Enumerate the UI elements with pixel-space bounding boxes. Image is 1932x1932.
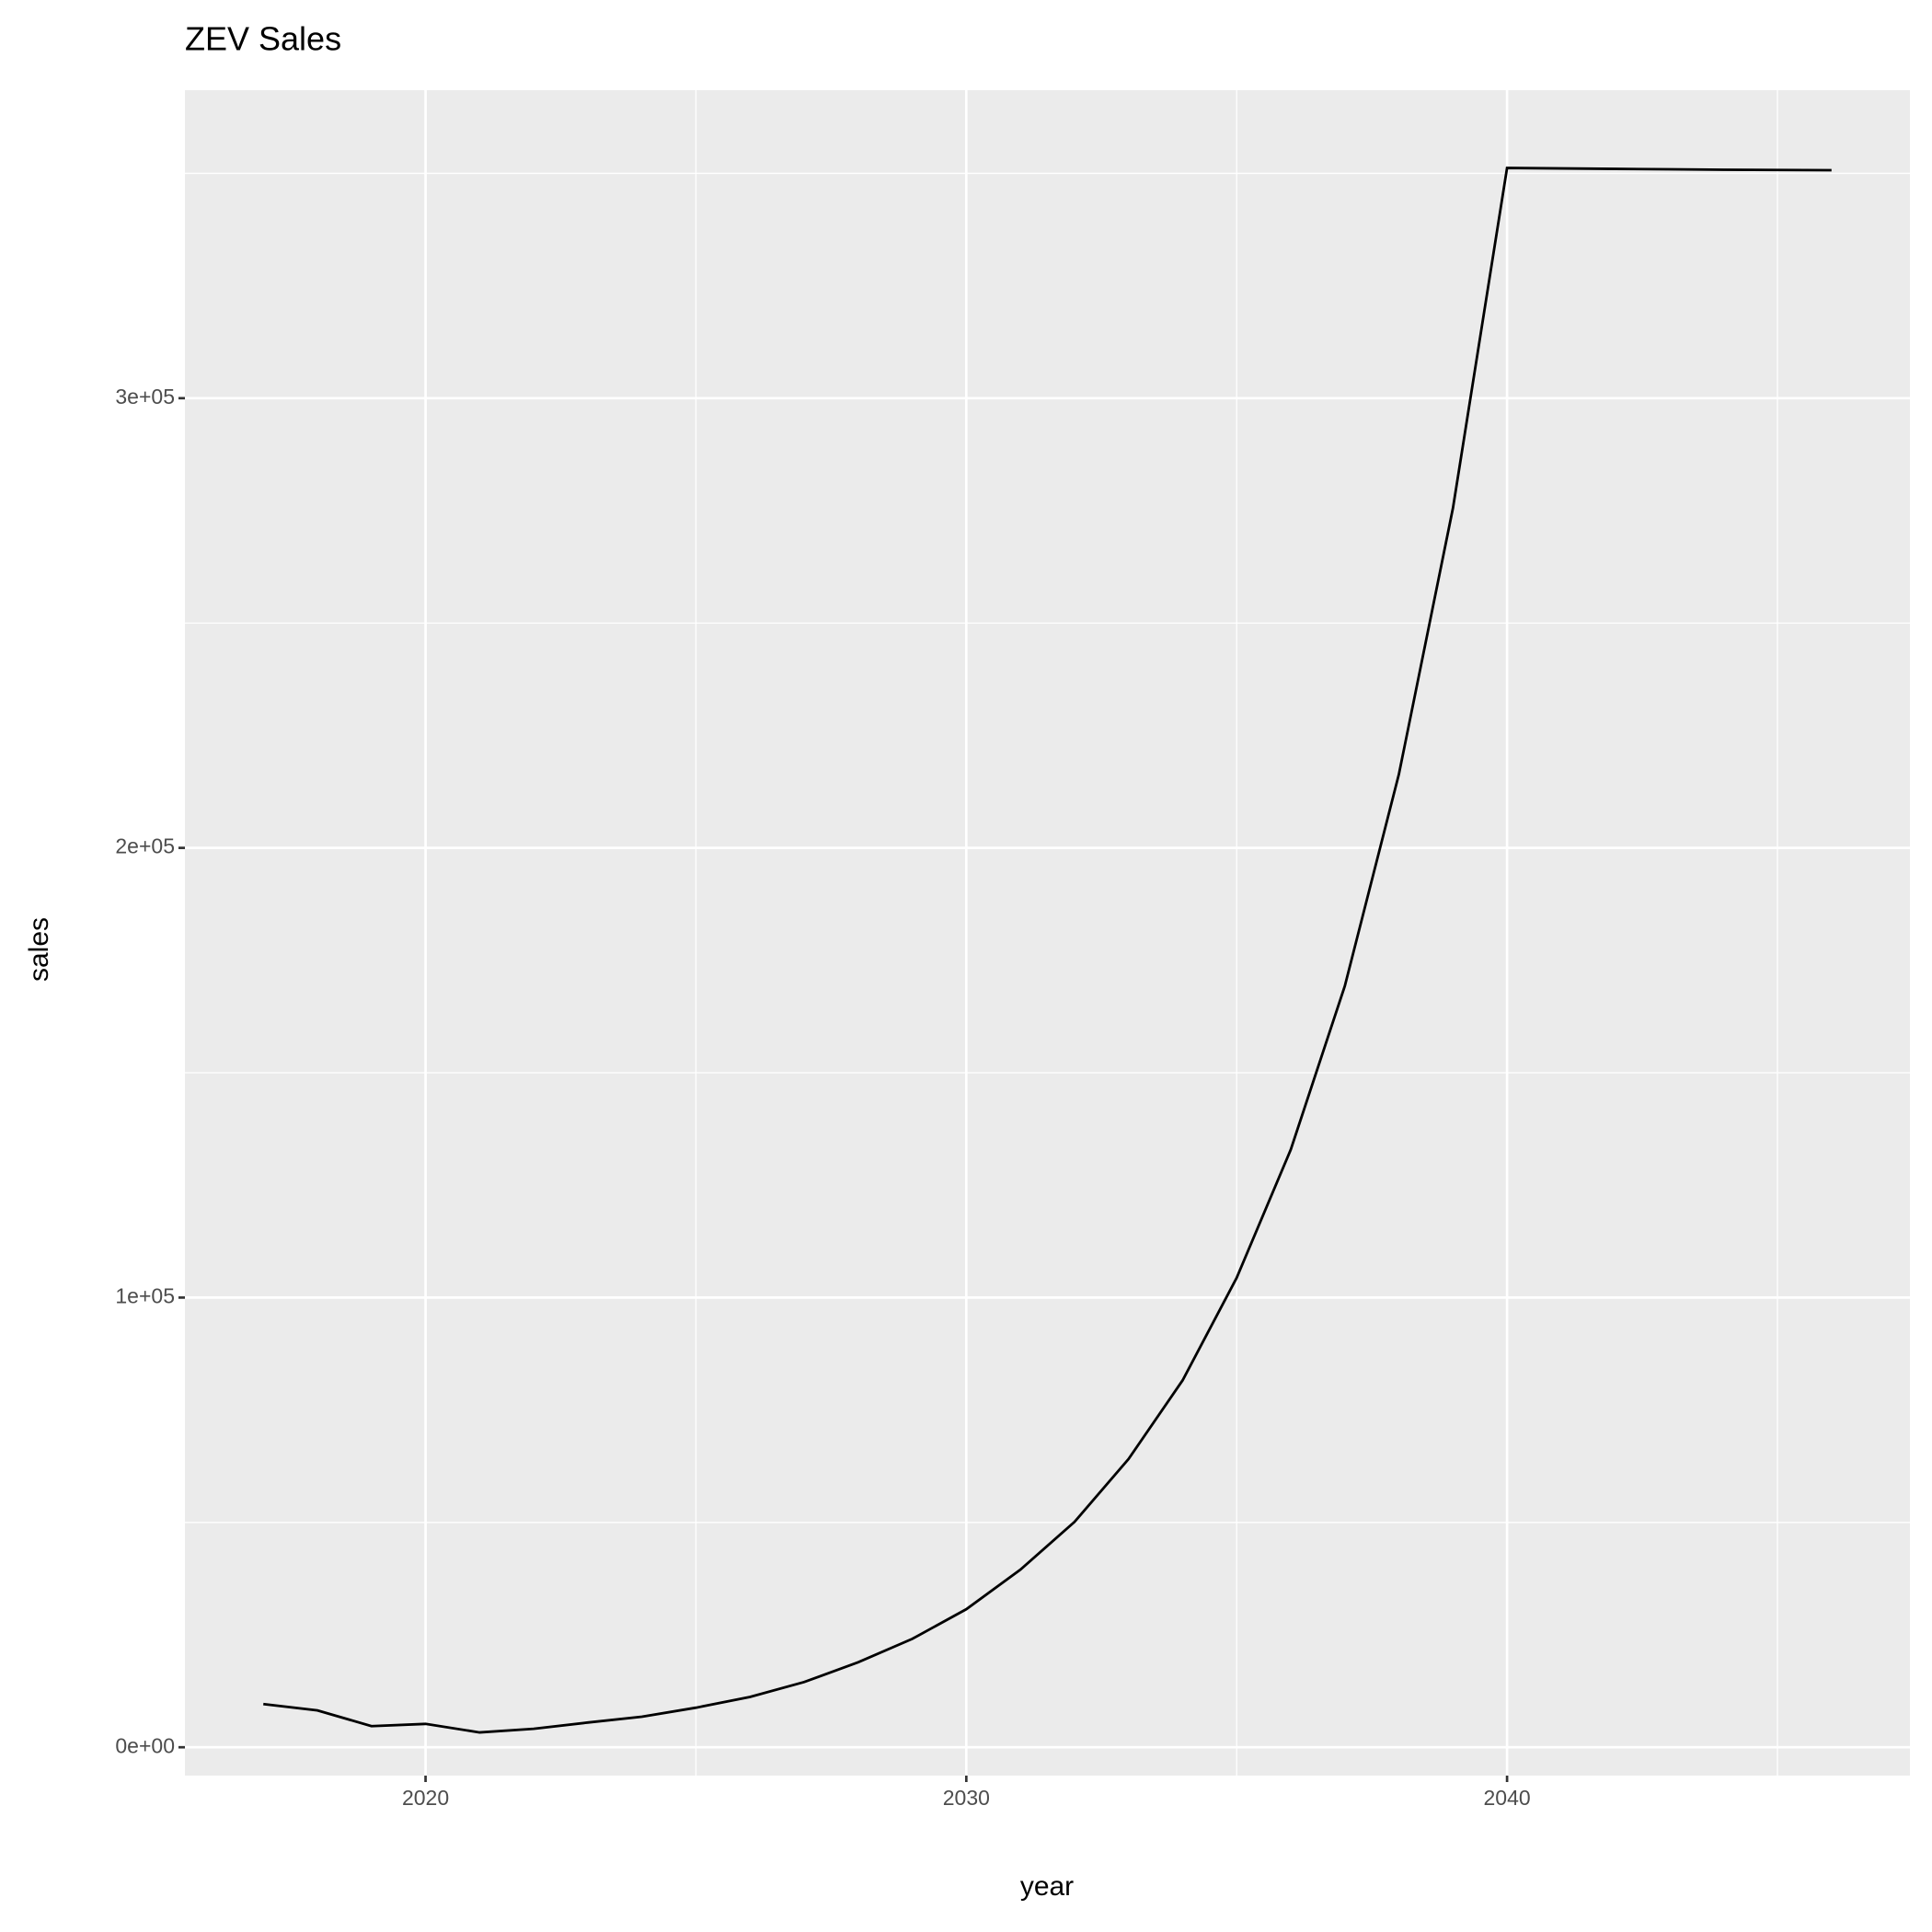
chart-title: ZEV Sales bbox=[185, 20, 341, 58]
y-tick-label: 1e+05 bbox=[115, 1283, 175, 1307]
line bbox=[263, 167, 1832, 1734]
y-tick-label: 0e+00 bbox=[115, 1733, 175, 1757]
x-axis-title: year bbox=[1020, 1871, 1074, 1902]
y-tick-label: 3e+05 bbox=[115, 385, 175, 408]
x-tick-label: 2030 bbox=[943, 1786, 990, 1810]
y-axis-title: sales bbox=[24, 917, 54, 982]
x-tick-label: 2020 bbox=[402, 1786, 449, 1810]
x-tick-label: 2040 bbox=[1484, 1786, 1531, 1810]
panel-background bbox=[185, 90, 1910, 1776]
y-tick-label: 2e+05 bbox=[115, 834, 175, 858]
